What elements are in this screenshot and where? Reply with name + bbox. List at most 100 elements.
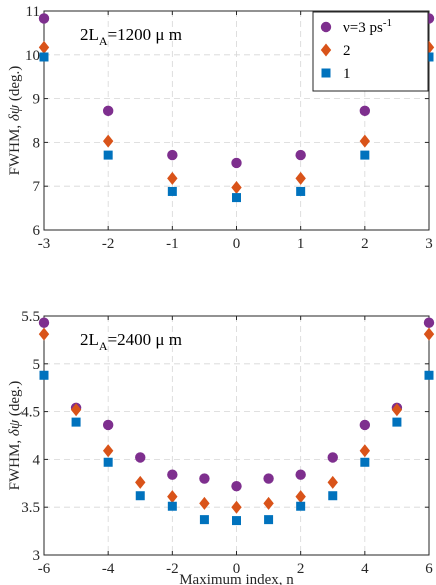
x-tick-label: 2 xyxy=(361,236,369,252)
y-axis-label-symbol: δψ xyxy=(7,419,23,436)
x-tick-label: 2 xyxy=(297,561,305,577)
annotation-rest: =1200 μ m xyxy=(108,25,182,44)
y-tick-label: 8 xyxy=(33,135,41,151)
data-point-diamond xyxy=(38,40,50,54)
panel-top: -3 -2 -1 0 1 2 3 6 7 8 9 10 11 FWHM, δψ (deg.) 2LA=120… xyxy=(7,4,435,252)
legend-entry-name: 1 xyxy=(343,66,351,82)
data-point-diamond xyxy=(359,134,371,148)
panel-bottom: -6 -4 -2 0 2 4 6 3 3.5 4 4.5 5 5.5 FWHM, δψ (deg.) Max… xyxy=(7,309,435,585)
data-point-diamond xyxy=(199,496,210,510)
legend-entry-superscript: -1 xyxy=(383,17,392,29)
y-tick-label: 9 xyxy=(33,92,41,108)
data-point-circle xyxy=(102,419,114,431)
series-0 xyxy=(38,13,435,169)
legend-entry-name: ν=3 ps xyxy=(343,20,383,36)
data-point-diamond xyxy=(295,490,306,504)
legend-entry-name: 2 xyxy=(343,43,351,59)
annotation-rest: =2400 μ m xyxy=(108,330,182,349)
data-point-diamond xyxy=(167,490,178,504)
annotation-main: 2L xyxy=(80,330,99,349)
y-tick-label: 6 xyxy=(33,223,41,239)
data-point-circle xyxy=(167,149,178,161)
data-point-square xyxy=(392,417,402,427)
annotation-subscript: A xyxy=(99,34,108,48)
data-point-diamond xyxy=(167,171,178,185)
legend-entry: 2 xyxy=(343,43,351,59)
data-point-diamond xyxy=(423,327,435,341)
data-point-circle xyxy=(263,473,274,484)
x-tick-label: -3 xyxy=(38,236,51,252)
x-tick-label: 0 xyxy=(233,561,241,577)
data-point-circle xyxy=(327,452,338,463)
x-tick-label: -1 xyxy=(166,236,179,252)
data-point-circle xyxy=(295,149,306,161)
annotation-main: 2L xyxy=(80,25,99,44)
y-tick-label: 4 xyxy=(33,452,41,468)
series-1 xyxy=(38,327,435,514)
data-point-circle xyxy=(38,13,50,24)
data-point-diamond xyxy=(70,403,82,417)
x-axis-label: Maximum index, n xyxy=(179,572,294,585)
data-point-square xyxy=(328,491,338,501)
data-point-square xyxy=(296,186,306,196)
x-tick-label: -2 xyxy=(166,561,179,577)
data-point-circle xyxy=(167,469,178,480)
y-axis-label: FWHM, δψ (deg.) xyxy=(7,381,23,491)
x-tick-label: -4 xyxy=(102,561,115,577)
x-tick-label: 4 xyxy=(361,561,369,577)
series-2 xyxy=(39,370,434,526)
data-point-diamond xyxy=(327,475,338,489)
data-point-diamond xyxy=(135,475,146,489)
data-point-square xyxy=(424,52,434,62)
y-axis-label-symbol: δψ xyxy=(7,104,23,121)
y-tick-label: 5 xyxy=(33,357,41,373)
data-point-circle xyxy=(359,419,371,431)
legend-marker-circle xyxy=(320,21,332,33)
y-tick-label: 10 xyxy=(25,48,40,64)
plot-area xyxy=(44,316,429,555)
data-point-diamond xyxy=(38,327,50,341)
y-axis-label-suffix: (deg.) xyxy=(7,381,23,420)
data-point-square xyxy=(232,516,241,526)
data-point-square xyxy=(39,52,49,62)
y-axis-label-prefix: FWHM, xyxy=(7,121,23,175)
data-point-square xyxy=(199,515,209,525)
data-point-diamond xyxy=(263,496,274,510)
data-point-square xyxy=(167,501,177,511)
y-tick-label: 11 xyxy=(26,4,40,20)
y-tick-label: 4.5 xyxy=(21,405,40,421)
y-axis-label-prefix: FWHM, xyxy=(7,436,23,490)
data-point-diamond xyxy=(231,500,242,514)
data-point-square xyxy=(232,193,241,203)
data-point-square xyxy=(424,370,434,380)
legend-marker-square xyxy=(321,68,331,78)
data-point-circle xyxy=(38,317,50,328)
data-point-diamond xyxy=(359,444,371,458)
data-point-square xyxy=(103,150,113,160)
data-point-diamond xyxy=(231,181,242,195)
data-point-square xyxy=(360,150,370,160)
data-point-circle xyxy=(102,105,114,117)
data-point-circle xyxy=(423,317,435,328)
legend-marker-diamond xyxy=(320,43,332,57)
data-point-square xyxy=(103,457,113,467)
y-tick-label: 3 xyxy=(33,548,41,564)
data-point-square xyxy=(296,501,306,511)
data-point-circle xyxy=(199,473,210,484)
data-point-square xyxy=(264,515,274,525)
x-tick-label: -2 xyxy=(102,236,115,252)
y-tick-label: 3.5 xyxy=(21,500,40,516)
annotation-subscript: A xyxy=(99,339,108,353)
legend-box xyxy=(312,11,429,92)
data-point-square xyxy=(71,417,81,427)
data-point-circle xyxy=(359,105,371,117)
annotation-length: 2LA=2400 μ m xyxy=(80,330,182,353)
data-point-circle xyxy=(295,469,306,480)
y-axis-label-suffix: (deg.) xyxy=(7,66,23,105)
data-point-square xyxy=(39,370,49,380)
x-tick-label: -6 xyxy=(38,561,51,577)
data-point-square xyxy=(360,457,370,467)
data-point-diamond xyxy=(102,444,114,458)
legend-entry: ν=3 ps-1 xyxy=(343,17,392,36)
